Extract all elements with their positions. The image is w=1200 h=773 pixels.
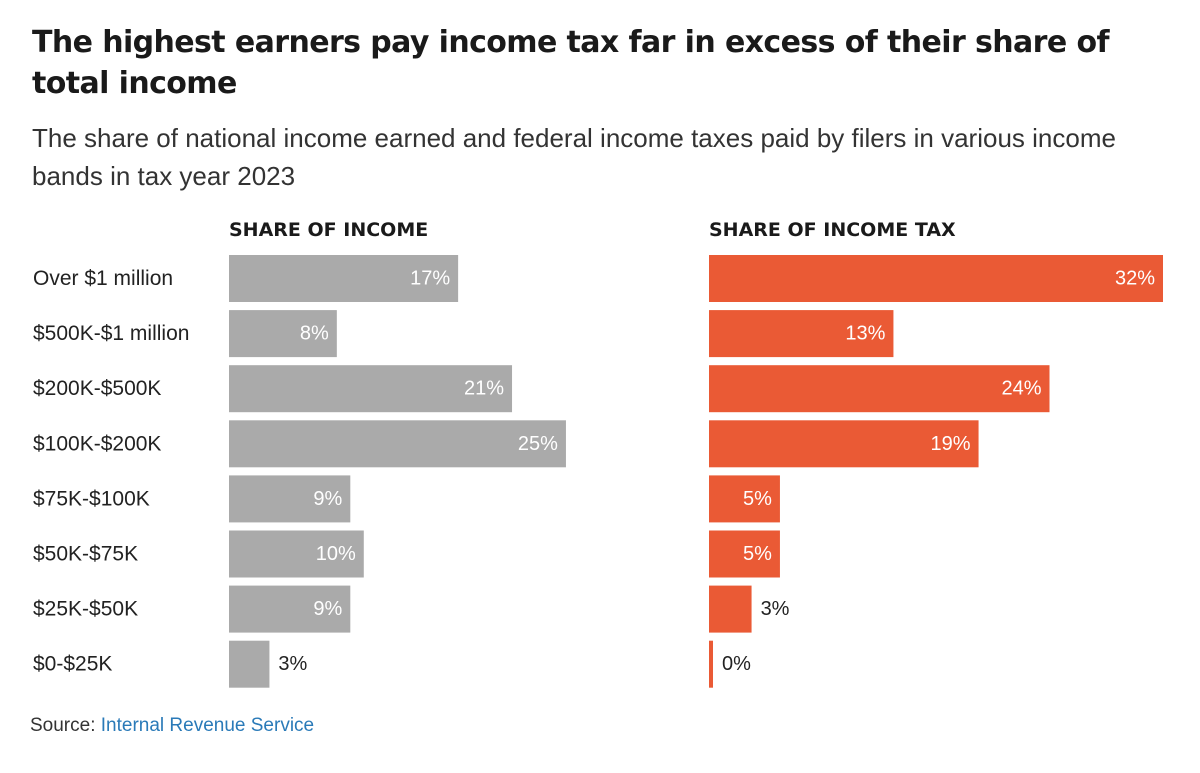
panel-title-tax: SHARE OF INCOME TAX bbox=[709, 219, 956, 241]
bar bbox=[229, 475, 351, 523]
bar bbox=[709, 420, 979, 468]
bar-value-label: 19% bbox=[931, 433, 971, 455]
bar-value-label: 17% bbox=[410, 268, 450, 290]
bar bbox=[709, 530, 780, 578]
bar bbox=[709, 310, 894, 358]
row-label: $50K-$75K bbox=[33, 543, 138, 566]
panel-title-income: SHARE OF INCOME bbox=[229, 219, 428, 241]
source-link[interactable]: Internal Revenue Service bbox=[100, 715, 315, 736]
bar-value-label: 5% bbox=[743, 543, 772, 565]
bar bbox=[229, 365, 513, 413]
bar-value-label: 3% bbox=[761, 598, 790, 620]
row-label: $500K-$1 million bbox=[33, 322, 189, 345]
bar-charts: Over $1 million $500K-$1 million $200K-$50… bbox=[33, 219, 1163, 688]
bar bbox=[229, 420, 566, 468]
bar-value-label: 8% bbox=[300, 323, 329, 345]
row-label: Over $1 million bbox=[33, 267, 173, 290]
bar bbox=[709, 255, 1163, 302]
bar-value-label: 32% bbox=[1115, 268, 1155, 290]
bar-value-label: 9% bbox=[313, 598, 342, 620]
chart-subtitle: The share of national income earned and … bbox=[32, 123, 1116, 191]
bar-value-label: 21% bbox=[464, 378, 504, 400]
bar bbox=[709, 585, 752, 633]
bar bbox=[709, 640, 713, 688]
bar-value-label: 5% bbox=[743, 488, 772, 510]
bar bbox=[229, 255, 459, 302]
bar-value-label: 3% bbox=[278, 653, 307, 675]
bar-value-label: 24% bbox=[1001, 378, 1041, 400]
bar bbox=[229, 530, 364, 578]
bar bbox=[229, 585, 351, 633]
chart-title: The highest earners pay income tax far i… bbox=[32, 25, 1110, 101]
row-label: $0-$25K bbox=[33, 653, 112, 676]
bar bbox=[709, 475, 780, 523]
row-label: $25K-$50K bbox=[33, 598, 138, 621]
source-prefix: Source: bbox=[30, 715, 96, 736]
bar-value-label: 25% bbox=[518, 433, 558, 455]
bar bbox=[709, 365, 1050, 413]
row-label: $75K-$100K bbox=[33, 487, 150, 510]
source-note: Source: Internal Revenue Service bbox=[30, 715, 314, 737]
bar-value-label: 13% bbox=[845, 323, 885, 345]
bar bbox=[229, 310, 337, 358]
bar bbox=[229, 640, 270, 688]
bar-value-label: 9% bbox=[313, 488, 342, 510]
row-label: $200K-$500K bbox=[33, 377, 161, 400]
bar-value-label: 10% bbox=[316, 543, 356, 565]
row-label: $100K-$200K bbox=[33, 432, 161, 455]
bar-value-label: 0% bbox=[722, 653, 751, 675]
